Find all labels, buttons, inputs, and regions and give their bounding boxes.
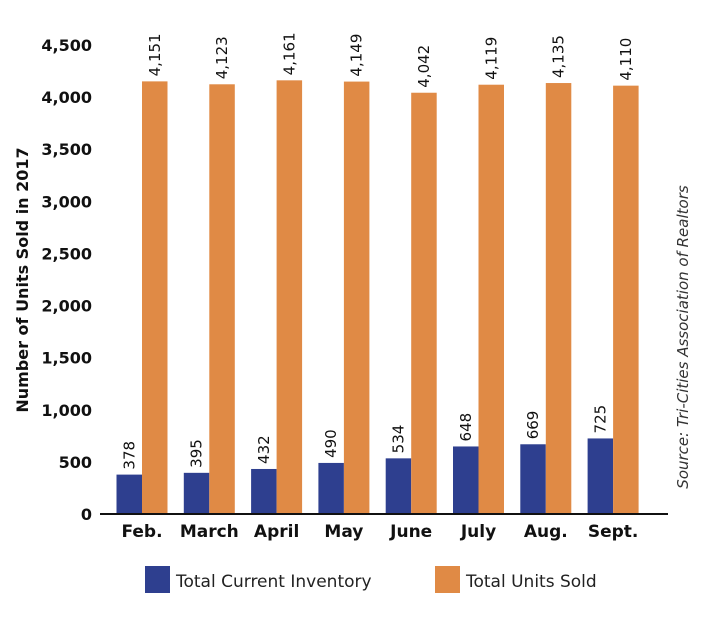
y-tick-label: 3,000: [41, 192, 92, 211]
x-tick-label: May: [324, 522, 363, 542]
y-tick-label: 1,000: [41, 401, 92, 420]
bar-inventory: [453, 446, 479, 514]
legend-label-sold: Total Units Sold: [465, 572, 597, 592]
legend: Total Current Inventory Total Units Sold: [145, 566, 597, 593]
legend-swatch-sold: [435, 566, 460, 593]
y-tick-label: 2,000: [41, 297, 92, 316]
legend-swatch-inventory: [145, 566, 170, 593]
bar-inventory: [116, 474, 142, 514]
bar-inventory: [251, 468, 277, 514]
bar-units-sold: [343, 81, 370, 514]
source-note: Source: Tri-Cities Association of Realto…: [674, 185, 692, 489]
y-tick-label: 1,500: [41, 349, 92, 368]
x-tick-label: April: [254, 522, 299, 542]
data-label: 4,161: [280, 32, 298, 75]
bar-inventory: [183, 472, 210, 514]
legend-label-inventory: Total Current Inventory: [175, 572, 372, 592]
bar-inventory: [587, 438, 614, 514]
bar-units-sold: [411, 92, 437, 515]
data-label: 490: [322, 429, 340, 458]
x-tick-label: Aug.: [524, 522, 568, 542]
x-tick-label: Sept.: [588, 522, 639, 542]
bar-units-sold: [142, 81, 168, 514]
bar-units-sold: [276, 80, 303, 515]
y-tick-label: 4,000: [41, 88, 92, 107]
y-tick-label: 4,500: [41, 36, 92, 55]
data-label: 725: [591, 405, 609, 434]
data-label: 432: [255, 435, 273, 464]
data-label: 4,123: [213, 36, 231, 79]
bar-units-sold: [478, 84, 504, 514]
data-label: 4,042: [415, 45, 433, 88]
y-tick-label: 2,500: [41, 244, 92, 263]
y-tick-label: 0: [81, 505, 92, 524]
data-label: 4,135: [550, 35, 568, 78]
data-label: 648: [457, 413, 475, 442]
x-tick-label: March: [180, 522, 239, 542]
data-label: 534: [389, 425, 407, 454]
data-label: 395: [188, 439, 206, 468]
data-label: 669: [524, 411, 542, 440]
bar-inventory: [318, 462, 344, 514]
x-tick-label: July: [460, 522, 496, 542]
data-label: 378: [120, 441, 138, 470]
x-tick-label: Feb.: [121, 522, 162, 542]
bar-inventory: [385, 458, 412, 514]
bar-units-sold: [613, 85, 639, 514]
x-tick-label: June: [389, 522, 432, 542]
y-tick-label: 500: [59, 453, 92, 472]
data-label: 4,151: [146, 33, 164, 76]
y-axis-label: Number of Units Sold in 2017: [13, 147, 32, 412]
y-tick-label: 3,500: [41, 140, 92, 159]
bar-units-sold: [545, 83, 572, 515]
data-label: 4,149: [348, 34, 366, 77]
bar-inventory: [520, 444, 546, 514]
data-label: 4,119: [482, 37, 500, 80]
data-label: 4,110: [617, 38, 635, 81]
bar-units-sold: [209, 84, 235, 514]
